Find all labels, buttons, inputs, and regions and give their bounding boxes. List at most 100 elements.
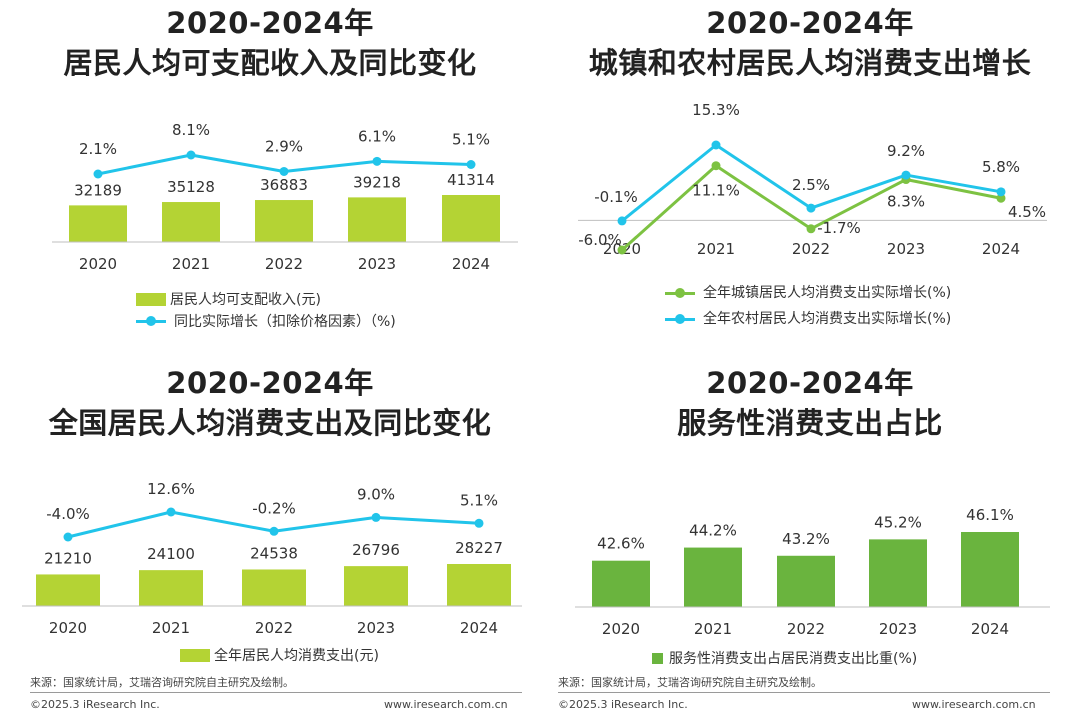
service-title-line2: 服务性消费支出占比	[677, 406, 943, 440]
urban-rural-title-line1: 2020-2024年	[706, 6, 914, 40]
urban-value-label: 4.5%	[1008, 203, 1046, 221]
x-tick-label: 2023	[887, 240, 925, 258]
legend-item-service: 服务性消费支出占居民消费支出比重(%)	[652, 647, 917, 669]
legend-label: 服务性消费支出占居民消费支出比重(%)	[669, 651, 918, 667]
x-tick-label: 2021	[697, 240, 735, 258]
rural-point	[711, 140, 721, 150]
bar	[139, 570, 203, 606]
legend-item-income: 居民人均可支配收入(元)	[136, 288, 396, 310]
urban-value-label: 11.1%	[692, 182, 740, 200]
legend-label: 居民人均可支配收入(元)	[170, 292, 321, 308]
legend-label: 同比实际增长（扣除价格因素）（%)	[174, 314, 396, 330]
source-note: 来源：国家统计局，艾瑞咨询研究院自主研究及绘制。	[558, 676, 822, 689]
growth-point	[269, 526, 279, 536]
panel-service-share: 2020-2024年 服务性消费支出占比 42.6% 44.2% 43.2% 45.2…	[540, 358, 1080, 715]
urban-value-label: 8.3%	[887, 193, 925, 211]
bar-value-label: 45.2%	[874, 513, 922, 531]
bar	[255, 200, 313, 242]
growth-value-label: 2.1%	[79, 140, 117, 158]
x-tick-label: 2024	[982, 240, 1020, 258]
x-tick-label: 2023	[879, 620, 917, 638]
x-tick-label: 2022	[255, 619, 293, 637]
legend-swatch-line	[665, 287, 695, 300]
rural-value-label: 5.8%	[982, 158, 1020, 176]
bar	[344, 566, 408, 606]
website: www.iresearch.com.cn	[912, 698, 1036, 711]
x-tick-label: 2024	[971, 620, 1009, 638]
legend-item-growth: 同比实际增长（扣除价格因素）（%)	[136, 310, 396, 332]
bar-value-label: 43.2%	[782, 530, 830, 548]
rural-value-label: 2.5%	[792, 176, 830, 194]
x-tick-label: 2023	[357, 619, 395, 637]
urban-value-label: -6.0%	[578, 231, 622, 249]
legend-item-urban: 全年城镇居民人均消费支出实际增长(%)	[665, 280, 951, 306]
legend-swatch-bar	[180, 648, 210, 662]
copyright: ©2025.3 iResearch Inc.	[558, 698, 688, 711]
x-tick-label: 2020	[79, 255, 117, 273]
bar-value-label: 32189	[74, 181, 122, 199]
growth-value-label: 6.1%	[358, 127, 396, 145]
x-tick-label: 2020	[49, 619, 87, 637]
growth-point	[166, 507, 176, 517]
bar	[447, 564, 511, 606]
bar-value-label: 46.1%	[966, 506, 1014, 524]
growth-value-label: -4.0%	[46, 505, 90, 523]
consumption-title-line1: 2020-2024年	[166, 366, 374, 400]
growth-value-label: 8.1%	[172, 121, 210, 139]
x-tick-label: 2020	[602, 620, 640, 638]
legend-swatch-bar	[136, 292, 166, 306]
growth-value-label: 5.1%	[452, 131, 490, 149]
growth-value-label: 12.6%	[147, 480, 195, 498]
rural-point	[901, 170, 911, 180]
growth-point	[466, 160, 476, 169]
urban-point	[617, 245, 627, 255]
income-chart: 32189 35128 36883 39218 41314 2020 2021 2022 202…	[52, 121, 518, 273]
consumption-title-line2: 全国居民人均消费支出及同比变化	[48, 406, 492, 440]
growth-value-label: 5.1%	[460, 491, 498, 509]
service-legend: 服务性消费支出占居民消费支出比重(%)	[652, 647, 917, 669]
growth-point	[186, 150, 196, 160]
bar	[69, 205, 127, 242]
bar-value-label: 26796	[352, 541, 400, 559]
growth-value-label: 9.0%	[357, 485, 395, 503]
x-tick-label: 2024	[452, 255, 490, 273]
footer-divider	[30, 692, 522, 693]
growth-point	[372, 156, 382, 166]
bar	[162, 202, 220, 242]
rural-value-label: 15.3%	[692, 101, 740, 119]
rural-point	[617, 216, 627, 226]
legend-item-rural: 全年农村居民人均消费支出实际增长(%)	[665, 306, 951, 332]
service-share-chart: 42.6% 44.2% 43.2% 45.2% 46.1% 2020 2021 2022 202…	[575, 506, 1050, 638]
growth-point	[93, 169, 103, 179]
rural-value-label: -0.1%	[594, 188, 638, 206]
consumption-chart: 21210 24100 24538 26796 28227 2020 2021 2022 202…	[22, 480, 522, 637]
bar-value-label: 21210	[44, 549, 92, 567]
bar-value-label: 36883	[260, 176, 308, 194]
x-tick-label: 2021	[694, 620, 732, 638]
legend-swatch-square	[652, 652, 663, 664]
legend-swatch-line	[665, 313, 695, 326]
x-tick-label: 2021	[172, 255, 210, 273]
bar-value-label: 24538	[250, 544, 298, 562]
bar	[869, 539, 927, 607]
bar-value-label: 24100	[147, 545, 195, 563]
bar-value-label: 39218	[353, 173, 401, 191]
income-legend: 居民人均可支配收入(元) 同比实际增长（扣除价格因素）（%)	[136, 288, 396, 332]
urban-point	[711, 161, 721, 171]
rural-value-label: 9.2%	[887, 142, 925, 160]
bar-value-label: 44.2%	[689, 522, 737, 540]
urban-rural-title-line2: 城镇和农村居民人均消费支出增长	[588, 46, 1032, 80]
x-tick-label: 2022	[792, 240, 830, 258]
service-title-line1: 2020-2024年	[706, 366, 914, 400]
x-tick-label: 2022	[787, 620, 825, 638]
footer-divider	[558, 692, 1050, 693]
urban-rural-legend: 全年城镇居民人均消费支出实际增长(%) 全年农村居民人均消费支出实际增长(%)	[665, 280, 951, 332]
x-tick-label: 2022	[265, 255, 303, 273]
bar	[442, 195, 500, 242]
copyright: ©2025.3 iResearch Inc.	[30, 698, 160, 711]
source-note: 来源：国家统计局，艾瑞咨询研究院自主研究及绘制。	[30, 676, 294, 689]
x-tick-label: 2023	[358, 255, 396, 273]
growth-value-label: -0.2%	[252, 499, 296, 517]
urban-value-label: -1.7%	[817, 219, 861, 237]
legend-item-consumption: 全年居民人均消费支出(元)	[180, 644, 379, 666]
